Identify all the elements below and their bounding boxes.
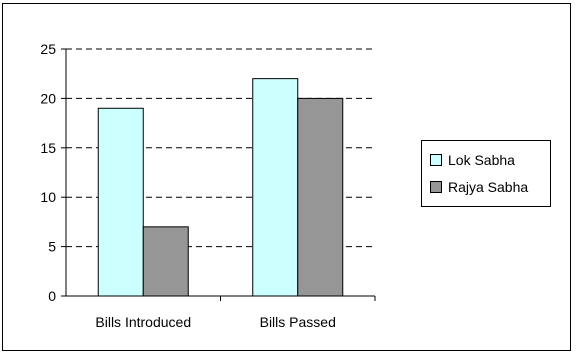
bar-lok-sabha-bills-passed [252, 78, 299, 297]
legend-item-rajya-sabha: Rajya Sabha [430, 178, 528, 196]
x-category-label-bills-passed: Bills Passed [260, 314, 336, 330]
legend-swatch-lok-sabha [430, 154, 442, 166]
bars [97, 78, 344, 297]
y-tick-label-25: 25 [40, 41, 56, 57]
y-tick-label-10: 10 [40, 189, 56, 205]
axis-labels: 0 5 10 15 20 25 Bills Introduced Bills Passed [40, 41, 335, 330]
y-tick-label-0: 0 [48, 288, 56, 304]
y-tick-label-20: 20 [40, 90, 56, 106]
legend-label-lok-sabha: Lok Sabha [448, 152, 515, 168]
legend-swatch-rajya-sabha [430, 181, 442, 193]
bar-lok-sabha-bills-introduced [97, 107, 144, 297]
y-tick-label-15: 15 [40, 140, 56, 156]
bar-rajya-sabha-bills-passed [297, 97, 344, 297]
y-tick-label-5: 5 [48, 239, 56, 255]
legend: Lok Sabha Rajya Sabha [421, 140, 551, 207]
legend-label-rajya-sabha: Rajya Sabha [448, 179, 529, 195]
x-category-label-bills-introduced: Bills Introduced [95, 314, 191, 330]
bar-rajya-sabha-bills-introduced [142, 226, 189, 297]
legend-item-lok-sabha: Lok Sabha [430, 151, 515, 169]
